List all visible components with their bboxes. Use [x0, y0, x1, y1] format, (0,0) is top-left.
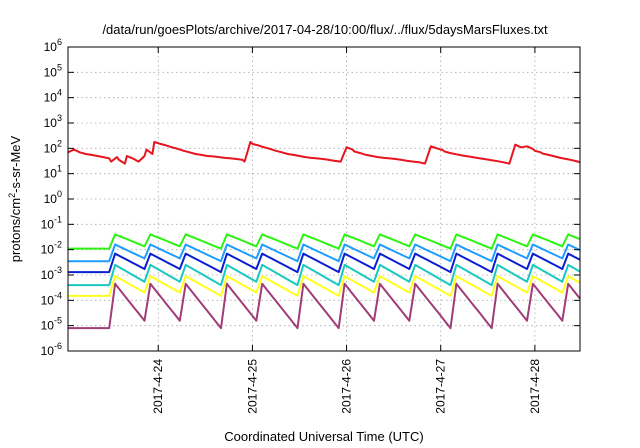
- series-layer: [68, 140, 580, 330]
- chart-title: /data/run/goesPlots/archive/2017-04-28/1…: [102, 22, 548, 37]
- series-line-6: [68, 275, 580, 297]
- grid-lines: [68, 47, 580, 351]
- y-axis-label-sup: 2: [7, 193, 17, 198]
- series-line-1: [68, 140, 580, 165]
- y-axis: 10-6 10-5 10-4 10-3 10-2 10-1 100 101 102 103 104 1…: [41, 37, 580, 358]
- x-tick-label: 2017-4-24: [151, 359, 165, 414]
- y-tick-label: 10-6: [41, 341, 62, 358]
- y-tick-label: 10-1: [41, 214, 62, 231]
- x-tick-label: 2017-4-26: [340, 359, 354, 414]
- x-axis: 2017-4-24 2017-4-25 2017-4-26 2017-4-27 2017…: [151, 47, 542, 414]
- y-tick-label: 105: [44, 62, 62, 79]
- series-line-5: [68, 263, 580, 287]
- y-tick-label: 100: [44, 189, 62, 206]
- y-axis-label-base: protons/cm: [8, 198, 23, 262]
- y-tick-label: 101: [44, 164, 62, 181]
- series-line-4: [68, 252, 580, 274]
- x-axis-label: Coordinated Universal Time (UTC): [224, 429, 423, 444]
- y-tick-label: 106: [44, 37, 62, 54]
- x-tick-label: 2017-4-27: [434, 359, 448, 414]
- y-tick-label: 103: [44, 113, 62, 130]
- x-tick-label: 2017-4-28: [528, 359, 542, 414]
- y-axis-label-rest: -s-sr-MeV: [8, 135, 23, 192]
- y-tick-label: 10-2: [41, 240, 62, 257]
- series-line-2: [68, 233, 580, 250]
- y-axis-label: protons/cm2-s-sr-MeV: [7, 135, 23, 262]
- y-tick-label: 10-5: [41, 316, 62, 333]
- y-tick-label: 10-3: [41, 265, 62, 282]
- y-tick-label: 10-4: [41, 290, 62, 307]
- series-line-7: [68, 282, 580, 330]
- series-line-3: [68, 243, 580, 263]
- y-tick-label: 104: [44, 88, 62, 105]
- y-tick-label: 102: [44, 138, 62, 155]
- x-tick-label: 2017-4-25: [245, 359, 259, 414]
